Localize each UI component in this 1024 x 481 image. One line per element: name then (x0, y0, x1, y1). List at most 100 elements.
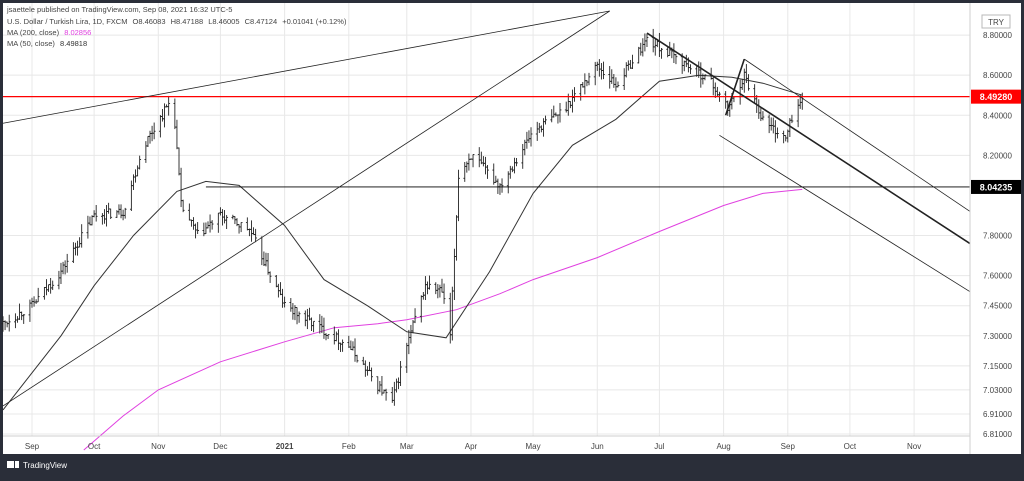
y-axis[interactable]: 8.80000 8.60000 8.40000 8.20000 7.80000 7.600… (983, 31, 1012, 439)
ohlc-bar (370, 367, 373, 382)
ohlc-bar (486, 164, 489, 179)
trend-line (744, 58, 971, 212)
x-tick-label: Jul (654, 442, 664, 451)
footer-brand: TradingView (23, 461, 67, 470)
ohlc-bar (283, 296, 287, 308)
ohlc-bar (544, 115, 547, 125)
ma200-label: MA (200, close) (7, 28, 60, 37)
symbol-name: U.S. Dollar / Turkish Lira, 1D, FXCM (7, 17, 127, 26)
ohlc-bar (7, 314, 11, 332)
price-badge-red (971, 89, 1021, 104)
trend-line (2, 10, 610, 124)
x-tick-label: Nov (151, 442, 165, 451)
ohlc-bar (602, 61, 605, 80)
ohlc-bar (225, 215, 229, 230)
x-tick-label: Sep (25, 442, 40, 451)
ohlc-low: L8.46005 (208, 17, 239, 26)
ohlc-bar (500, 178, 504, 193)
ma200-value: 8.02856 (64, 28, 91, 37)
y-tick-label: 8.80000 (983, 31, 1012, 40)
ohlc-bar (761, 111, 765, 121)
y-tick-label: 8.40000 (983, 111, 1012, 120)
trend-line (2, 10, 610, 407)
x-axis[interactable]: Sep Oct Nov Dec 2021 Feb Mar Apr May Jun Jul Aug Sep… (25, 442, 921, 451)
y-tick-label: 7.30000 (983, 332, 1012, 341)
ohlc-bar (152, 122, 156, 140)
ohlc-bar (109, 208, 113, 220)
ma200-line (83, 188, 803, 451)
x-tick-label: Apr (465, 442, 478, 451)
x-tick-label: Oct (88, 442, 101, 451)
ohlc-bar (355, 354, 359, 363)
ohlc-bar (297, 311, 301, 323)
ohlc-bar (428, 275, 431, 290)
x-tick-label: Nov (907, 442, 921, 451)
ohlc-bar (65, 253, 69, 273)
x-tick-label: Mar (400, 442, 414, 451)
ohlc-bar (558, 103, 562, 123)
ohlc-bar (529, 127, 533, 147)
price-badge-label: 8.49280 (980, 92, 1013, 102)
y-tick-label: 7.80000 (983, 232, 1012, 241)
currency-box (981, 14, 1011, 29)
price-badge-label: 8.04235 (980, 182, 1013, 192)
ohlc-open: O8.46083 (133, 17, 166, 26)
ohlc-bar (254, 228, 258, 243)
ma200-layer (83, 188, 803, 451)
grid (3, 3, 970, 436)
ohlc-bar (196, 222, 200, 235)
ohlc-high: H8.47188 (171, 17, 204, 26)
ohlc-bar (413, 308, 417, 324)
ohlc-bar (457, 169, 460, 222)
trend-line (646, 32, 971, 245)
y-tick-label: 6.81000 (983, 430, 1012, 439)
ohlc-bar (660, 47, 663, 59)
ohlc-bar (442, 283, 446, 304)
y-tick-label: 8.20000 (983, 151, 1012, 160)
ohlc-bar (36, 287, 40, 303)
plot-background (3, 3, 1021, 454)
chart-legend: jsaettele published on TradingView.com, … (6, 5, 347, 48)
ohlc-bar (645, 33, 649, 47)
x-tick-label: Sep (781, 442, 796, 451)
ohlc-bar (573, 87, 576, 102)
ohlc-bar (747, 74, 750, 91)
ohlc-bar (210, 220, 214, 230)
x-tick-label: Oct (844, 442, 857, 451)
trend-lines (2, 10, 971, 407)
ohlc-bar (239, 222, 243, 233)
ohlc-bar (341, 339, 344, 352)
ohlc-bar (631, 54, 634, 70)
trend-line (719, 134, 971, 293)
ohlc-bar (123, 207, 127, 219)
publisher-line: jsaettele published on TradingView.com, … (6, 5, 232, 14)
tradingview-logo-icon (7, 461, 19, 468)
horizontal-lines (3, 96, 970, 188)
price-badge-black (971, 179, 1021, 194)
ma50-label: MA (50, close) (7, 39, 55, 48)
y-tick-label: 7.45000 (983, 302, 1012, 311)
y-tick-label: 8.60000 (983, 71, 1012, 80)
ohlc-bar (51, 280, 55, 291)
x-tick-label: 2021 (276, 442, 294, 451)
ohlc-bar (790, 114, 794, 124)
ohlc-bar (616, 81, 620, 88)
ma50-line (2, 74, 803, 411)
ma50-legend: MA (50, close) 8.49818 (7, 39, 87, 48)
ohlc-bar (384, 388, 388, 401)
y-tick-label: 7.60000 (983, 272, 1012, 281)
ohlc-bar (515, 157, 518, 167)
x-tick-label: Jun (591, 442, 604, 451)
ohlc-bar (268, 271, 272, 283)
y-tick-label: 7.15000 (983, 362, 1012, 371)
ohlc-bar (689, 64, 692, 74)
ohlc-bar (167, 95, 171, 116)
footer: TradingView (7, 461, 67, 470)
ma50-value: 8.49818 (60, 39, 87, 48)
x-tick-label: May (526, 442, 541, 451)
ohlc-bar (703, 74, 707, 81)
ohlc-bar (674, 53, 678, 65)
ma200-legend: MA (200, close) 8.02856 (7, 28, 91, 37)
